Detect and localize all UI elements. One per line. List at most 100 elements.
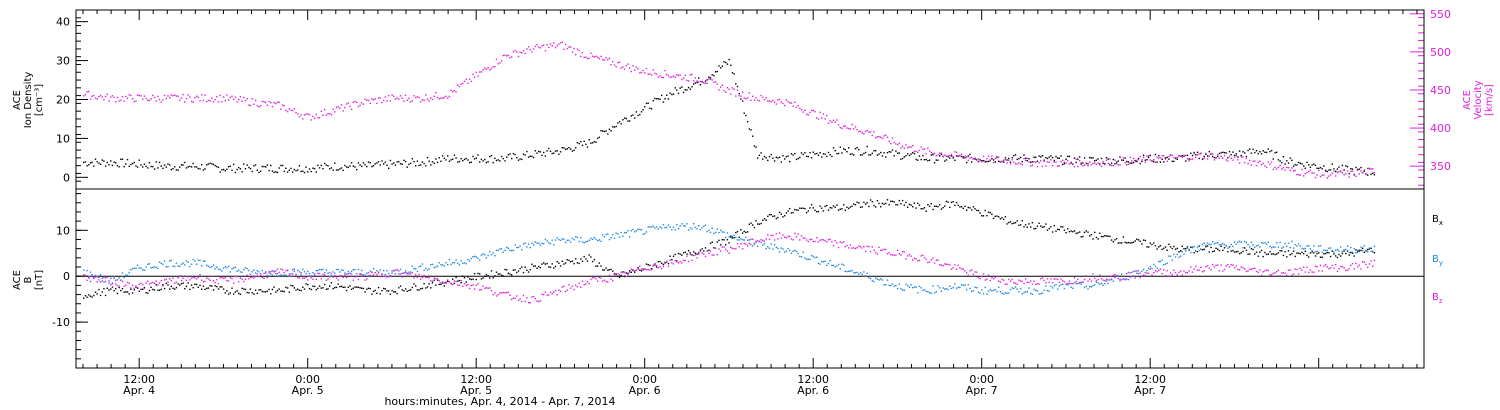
- By-series-point: [500, 248, 503, 250]
- Bz-series-point: [1146, 272, 1148, 274]
- velocity-series-point: [645, 67, 648, 70]
- density-series-point: [1367, 174, 1369, 176]
- Bz-series-point: [441, 281, 444, 283]
- Bz-series-point: [1237, 268, 1239, 271]
- density-series-point: [583, 140, 585, 142]
- Bx-series-point: [1238, 252, 1241, 255]
- Bz-series-point: [962, 268, 964, 270]
- By-series-point: [1220, 243, 1222, 246]
- velocity-series-point: [725, 91, 727, 93]
- velocity-series-point: [409, 101, 412, 103]
- By-series-point: [1011, 287, 1013, 289]
- By-series-point: [1173, 253, 1175, 256]
- velocity-series-point: [1200, 153, 1202, 155]
- density-series-point: [332, 169, 334, 171]
- Bz-series-point: [1324, 264, 1327, 266]
- Bz-series-point: [532, 295, 535, 298]
- By-series-point: [757, 245, 759, 248]
- By-series-point: [484, 253, 486, 256]
- velocity-series-point: [772, 99, 774, 102]
- Bx-series-point: [185, 285, 188, 288]
- velocity-series-point: [324, 108, 326, 111]
- By-series-point: [467, 259, 469, 261]
- velocity-series-point: [966, 156, 968, 158]
- Bz-series-point: [583, 284, 585, 286]
- velocity-series-point: [189, 96, 191, 98]
- velocity-series-point: [148, 99, 151, 102]
- Bx-series-point: [600, 265, 602, 267]
- Bz-series-point: [404, 271, 407, 274]
- Bx-series-point: [765, 219, 767, 221]
- Bz-series-point: [585, 283, 587, 285]
- By-series-point: [1132, 275, 1135, 277]
- Bz-series-point: [94, 276, 97, 278]
- velocity-series-point: [1210, 152, 1212, 155]
- Bz-series-point: [784, 236, 786, 238]
- Bz-series-point: [182, 277, 184, 280]
- Bz-series-point: [285, 269, 287, 272]
- density-series-point: [308, 168, 311, 170]
- By-series-point: [91, 274, 93, 276]
- By-series-point: [96, 276, 98, 278]
- By-series-point: [1099, 283, 1101, 285]
- By-series-point: [595, 238, 597, 240]
- velocity-series-point: [125, 95, 127, 98]
- Bz-series-point: [388, 275, 390, 278]
- velocity-series-point: [596, 56, 599, 59]
- Bz-series-point: [1009, 280, 1012, 282]
- velocity-series-point: [817, 118, 820, 120]
- By-series-point: [629, 236, 631, 238]
- velocity-series-point: [135, 100, 137, 102]
- Bx-series-point: [908, 203, 911, 206]
- Bz-series-point: [391, 270, 393, 272]
- Bx-series-point: [1045, 223, 1047, 225]
- Bz-series-point: [843, 241, 845, 243]
- Bz-series-point: [202, 281, 205, 283]
- Bx-series-point: [1252, 248, 1254, 251]
- velocity-series-point: [891, 137, 894, 139]
- velocity-series-point: [253, 103, 255, 105]
- Bx-series-point: [661, 262, 663, 264]
- Bz-series-point: [725, 248, 727, 251]
- Bz-series-point: [1281, 272, 1283, 274]
- density-series-point: [1090, 157, 1093, 159]
- velocity-series-point: [935, 155, 937, 157]
- density-series-point: [374, 163, 376, 165]
- Bz-series-point: [356, 275, 358, 278]
- Bz-series-point: [83, 274, 85, 276]
- Bz-series-point: [492, 293, 494, 296]
- velocity-series-point: [1004, 159, 1007, 161]
- density-series-point: [1233, 154, 1236, 157]
- velocity-series-point: [1341, 172, 1344, 174]
- velocity-series-point: [372, 99, 375, 101]
- By-series-point: [421, 263, 424, 265]
- By-series-point: [858, 273, 860, 275]
- Bz-series-point: [1097, 278, 1099, 281]
- Bx-series-point: [922, 208, 924, 210]
- By-series-point: [233, 267, 235, 269]
- velocity-series-point: [487, 67, 489, 69]
- By-series-point: [826, 264, 828, 266]
- velocity-series-point: [706, 82, 708, 84]
- By-series-point: [696, 228, 698, 230]
- velocity-series-point: [239, 96, 242, 98]
- By-series-point: [453, 262, 456, 264]
- velocity-series-point: [1358, 173, 1360, 175]
- velocity-series-point: [308, 114, 311, 116]
- By-series-point: [1365, 249, 1367, 252]
- By-series-point: [480, 254, 483, 256]
- Bx-series-point: [778, 211, 781, 214]
- By-series-point: [637, 228, 639, 230]
- Bz-series-point: [398, 270, 400, 272]
- Bx-series-point: [853, 203, 855, 205]
- Bz-series-point: [108, 280, 110, 282]
- density-series-point: [1223, 152, 1226, 154]
- density-series-point: [204, 168, 206, 170]
- density-series-point: [1323, 165, 1325, 167]
- density-series-point: [726, 63, 729, 65]
- velocity-series-point: [669, 76, 671, 78]
- By-series-point: [234, 266, 237, 268]
- By-series-point: [1272, 246, 1274, 248]
- Bx-series-point: [84, 295, 87, 297]
- velocity-series-point: [873, 131, 875, 133]
